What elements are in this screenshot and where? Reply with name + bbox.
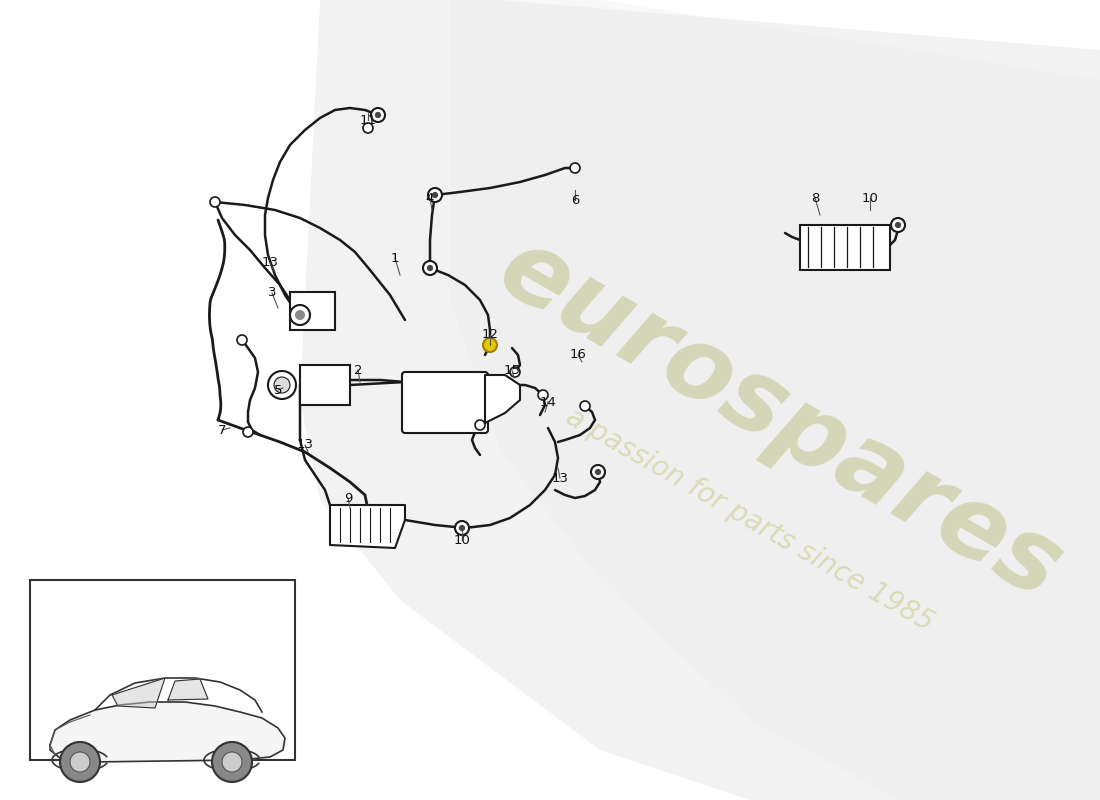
Circle shape <box>222 752 242 772</box>
Polygon shape <box>485 375 520 423</box>
Text: 8: 8 <box>811 191 819 205</box>
Circle shape <box>891 218 905 232</box>
Circle shape <box>427 265 433 271</box>
Circle shape <box>459 525 465 531</box>
Circle shape <box>70 752 90 772</box>
Bar <box>300 365 350 405</box>
Text: 1: 1 <box>390 251 399 265</box>
Text: 7: 7 <box>218 423 227 437</box>
Bar <box>290 292 336 330</box>
Text: 3: 3 <box>267 286 276 299</box>
Text: eurospares: eurospares <box>482 220 1078 620</box>
PathPatch shape <box>300 0 1100 800</box>
Text: 10: 10 <box>861 191 879 205</box>
Circle shape <box>580 401 590 411</box>
Circle shape <box>483 338 497 352</box>
Text: 13: 13 <box>551 471 569 485</box>
Circle shape <box>243 427 253 437</box>
Circle shape <box>424 261 437 275</box>
Text: 11: 11 <box>360 114 376 126</box>
Text: 4: 4 <box>426 191 434 205</box>
Circle shape <box>432 192 438 198</box>
Circle shape <box>595 469 602 475</box>
Circle shape <box>210 197 220 207</box>
Circle shape <box>274 377 290 393</box>
Circle shape <box>363 123 373 133</box>
Polygon shape <box>50 702 285 762</box>
Circle shape <box>570 163 580 173</box>
Polygon shape <box>168 679 208 700</box>
Circle shape <box>591 465 605 479</box>
Circle shape <box>290 305 310 325</box>
Circle shape <box>236 335 248 345</box>
Circle shape <box>212 742 252 782</box>
Text: 9: 9 <box>344 491 352 505</box>
Circle shape <box>295 310 305 320</box>
Text: 14: 14 <box>540 395 557 409</box>
Circle shape <box>375 112 381 118</box>
Circle shape <box>455 521 469 535</box>
PathPatch shape <box>450 0 1100 800</box>
Text: 13: 13 <box>262 257 278 270</box>
FancyBboxPatch shape <box>402 372 488 433</box>
Text: 16: 16 <box>570 349 586 362</box>
Text: 15: 15 <box>504 363 520 377</box>
Circle shape <box>428 188 442 202</box>
Text: 5: 5 <box>274 383 283 397</box>
Circle shape <box>895 222 901 228</box>
Text: 6: 6 <box>571 194 580 206</box>
Text: 2: 2 <box>354 363 362 377</box>
Text: 13: 13 <box>297 438 313 451</box>
Text: a passion for parts since 1985: a passion for parts since 1985 <box>561 403 938 637</box>
Circle shape <box>60 742 100 782</box>
Text: 12: 12 <box>482 329 498 342</box>
Circle shape <box>268 371 296 399</box>
Polygon shape <box>330 505 405 548</box>
Bar <box>800 225 890 270</box>
Bar <box>30 580 295 760</box>
Polygon shape <box>112 678 165 708</box>
Circle shape <box>538 390 548 400</box>
Circle shape <box>475 420 485 430</box>
Text: 10: 10 <box>453 534 471 546</box>
Circle shape <box>371 108 385 122</box>
Circle shape <box>510 367 520 377</box>
